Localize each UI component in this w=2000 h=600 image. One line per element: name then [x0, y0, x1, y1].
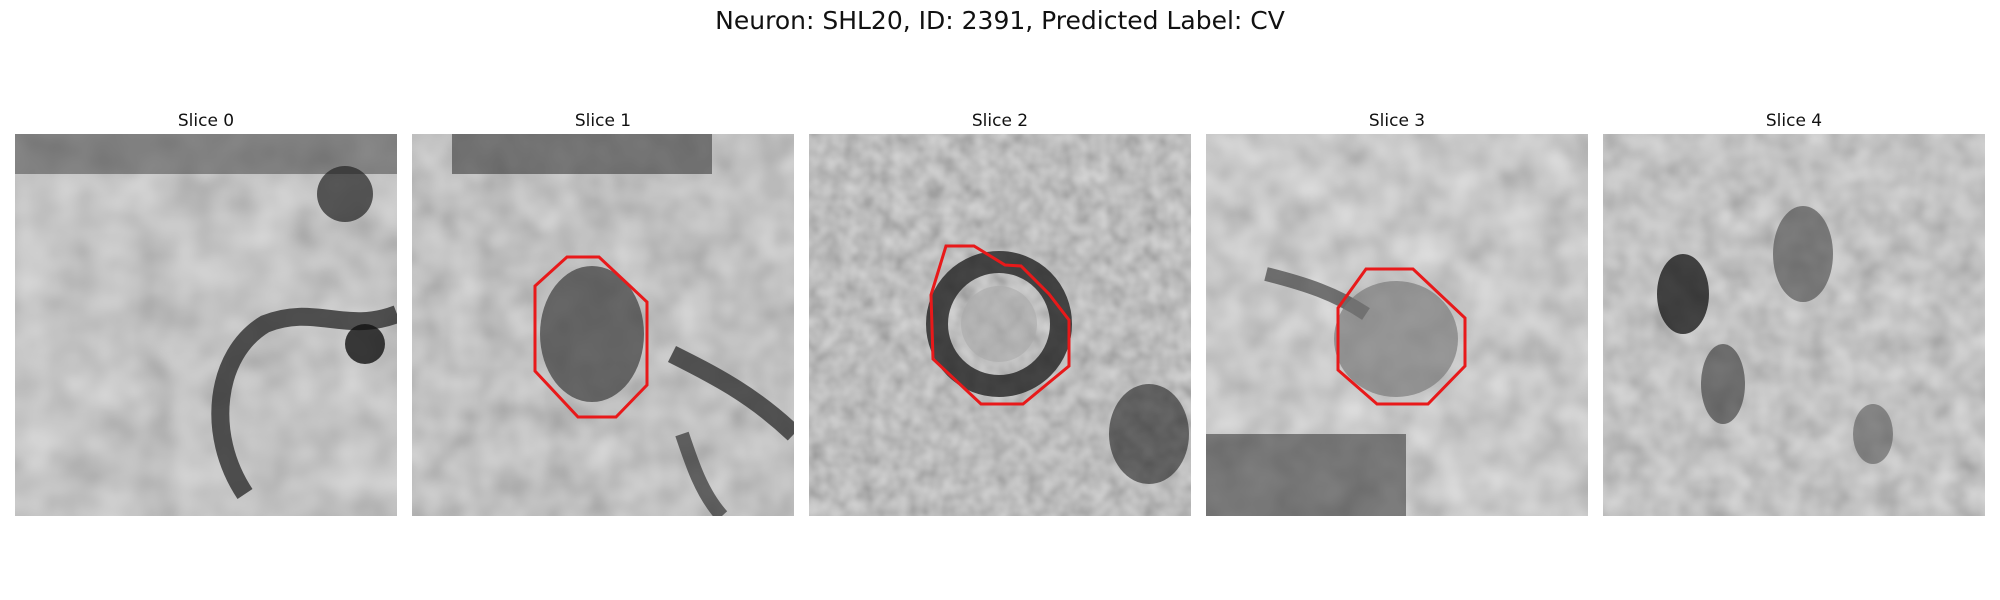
slice-panel-1: Slice 1	[412, 108, 794, 516]
slice-panel-3: Slice 3	[1206, 108, 1588, 516]
slice-image	[809, 134, 1191, 516]
slice-panel-4: Slice 4	[1603, 108, 1985, 516]
slice-title: Slice 3	[1206, 108, 1588, 134]
slice-panel-0: Slice 0	[15, 108, 397, 516]
figure-title: Neuron: SHL20, ID: 2391, Predicted Label…	[0, 6, 2000, 35]
slice-image	[1206, 134, 1588, 516]
slice-image	[15, 134, 397, 516]
slice-title: Slice 4	[1603, 108, 1985, 134]
slice-image	[1603, 134, 1985, 516]
slice-panel-2: Slice 2	[809, 108, 1191, 516]
slice-title: Slice 1	[412, 108, 794, 134]
slice-title: Slice 0	[15, 108, 397, 134]
slice-title: Slice 2	[809, 108, 1191, 134]
slice-image	[412, 134, 794, 516]
